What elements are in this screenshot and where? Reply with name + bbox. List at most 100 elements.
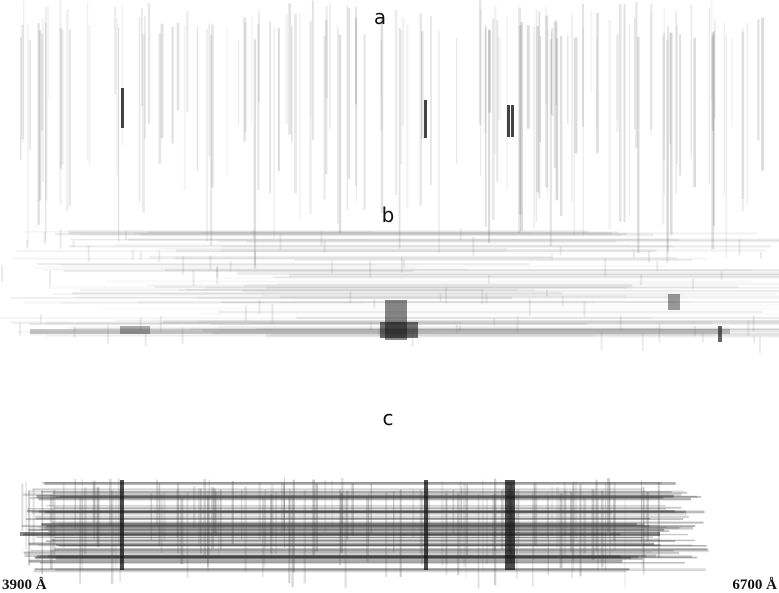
streak: [596, 38, 598, 130]
streak: [323, 240, 326, 253]
streak: [292, 479, 295, 573]
streak: [520, 21, 524, 232]
streak: [329, 3, 331, 129]
streak: [497, 36, 501, 121]
band: [80, 233, 622, 236]
streak: [394, 9, 398, 196]
band: [32, 488, 643, 491]
streak: [229, 260, 232, 272]
streak: [243, 17, 247, 142]
band: [236, 270, 779, 274]
streak: [339, 489, 341, 566]
streak: [532, 492, 534, 587]
band: [198, 313, 779, 315]
streak: [574, 480, 578, 539]
streak: [463, 482, 466, 567]
band: [69, 232, 612, 235]
streak: [325, 19, 328, 175]
band: [52, 495, 663, 499]
streak: [590, 11, 593, 93]
streak: [757, 19, 760, 141]
streak: [86, 2, 89, 160]
band: [12, 257, 707, 260]
streak: [478, 0, 482, 125]
streak: [211, 487, 214, 549]
streak: [160, 23, 164, 139]
band: [45, 510, 705, 514]
streak: [303, 490, 306, 584]
streak: [79, 495, 81, 585]
streak: [559, 246, 562, 256]
band: [223, 277, 779, 279]
streak: [81, 478, 83, 557]
streak: [351, 483, 354, 536]
band: [23, 493, 682, 496]
band: [33, 570, 627, 573]
streak: [158, 33, 162, 164]
streak: [176, 22, 180, 111]
streak: [532, 483, 535, 561]
streak: [258, 482, 261, 540]
streak: [632, 250, 635, 258]
band: [164, 269, 779, 272]
streak: [320, 231, 323, 246]
streak: [723, 22, 726, 197]
streak: [288, 3, 292, 135]
band: [79, 289, 535, 292]
streak: [494, 478, 496, 551]
band: [56, 555, 639, 559]
streak: [731, 38, 733, 127]
streak: [570, 491, 572, 552]
streak: [38, 30, 42, 201]
streak: [582, 27, 585, 237]
streak: [533, 25, 535, 228]
streak: [572, 482, 575, 570]
streak: [254, 250, 257, 266]
band: [34, 568, 630, 571]
streak: [646, 492, 649, 542]
streak: [181, 327, 184, 345]
streak: [663, 32, 666, 161]
streak: [675, 10, 678, 194]
streak: [411, 330, 414, 347]
band: [72, 292, 562, 295]
streak: [257, 24, 260, 191]
streak: [144, 334, 147, 347]
streak: [725, 34, 728, 259]
streak: [500, 489, 504, 550]
streak: [482, 479, 484, 570]
band: [38, 527, 681, 529]
band: [0, 317, 652, 319]
band: [161, 321, 463, 324]
streak: [244, 486, 247, 572]
streak: [251, 15, 253, 125]
streak: [49, 270, 52, 287]
streak: [363, 34, 366, 210]
band: [252, 304, 779, 306]
band: [55, 496, 702, 498]
streak: [159, 315, 162, 333]
band: [55, 558, 643, 560]
streak: [349, 291, 352, 303]
band: [59, 545, 707, 547]
band: [38, 510, 686, 513]
band: [16, 250, 506, 252]
band: [52, 491, 688, 494]
streak: [369, 260, 372, 278]
streak: [438, 30, 440, 253]
band: [105, 280, 752, 283]
streak: [290, 26, 293, 143]
band: [60, 263, 377, 266]
band: [31, 510, 612, 514]
streak: [206, 29, 208, 242]
band: [28, 542, 655, 546]
streak: [118, 27, 120, 242]
streak: [483, 28, 487, 133]
streak: [138, 16, 141, 202]
band: [265, 334, 779, 338]
band: [29, 526, 668, 528]
streak: [186, 10, 189, 113]
band: [57, 522, 704, 524]
streak: [331, 261, 334, 274]
streak: [556, 38, 559, 201]
